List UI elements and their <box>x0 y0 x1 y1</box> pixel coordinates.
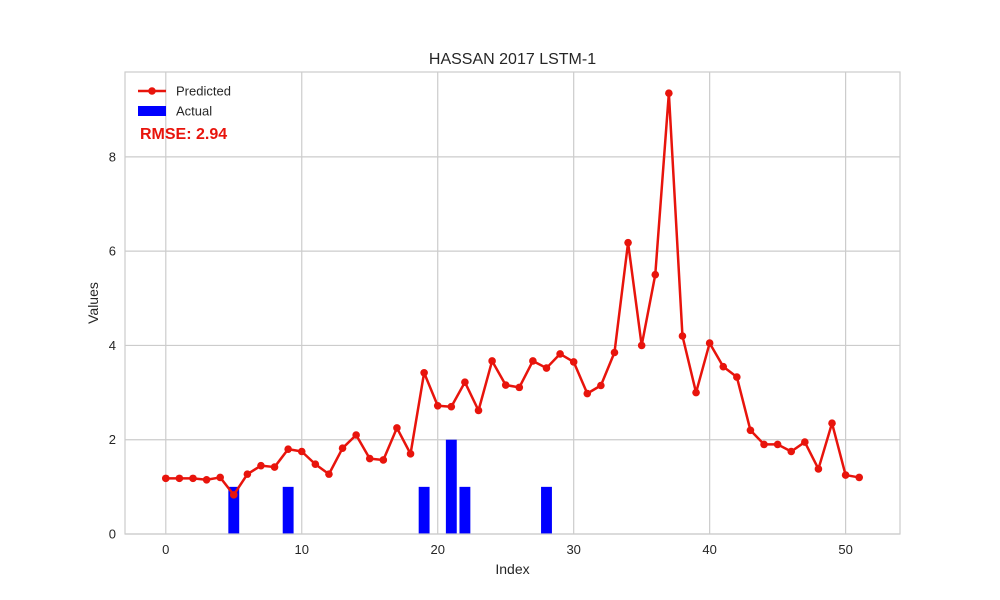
predicted-point <box>325 470 333 478</box>
y-tick-labels: 0 2 4 6 8 <box>109 149 116 541</box>
predicted-line-layer <box>165 91 860 497</box>
x-tick-label: 40 <box>702 542 716 557</box>
predicted-point <box>393 424 401 432</box>
x-tick-labels: 0 10 20 30 40 50 <box>162 542 853 557</box>
predicted-point <box>270 463 279 471</box>
predicted-point <box>692 388 700 397</box>
actual-bar <box>228 486 240 534</box>
predicted-point <box>529 357 537 365</box>
predicted-point <box>175 474 184 483</box>
predicted-point <box>488 357 496 365</box>
predicted-point <box>746 426 755 435</box>
y-tick-label: 4 <box>109 338 116 353</box>
x-tick-label: 20 <box>430 542 444 557</box>
predicted-point <box>257 461 265 470</box>
predicted-point <box>433 401 442 410</box>
predicted-point <box>801 438 809 446</box>
y-tick-label: 8 <box>109 149 116 164</box>
predicted-point <box>297 447 306 456</box>
predicted-point <box>637 341 646 350</box>
actual-bar <box>445 439 457 534</box>
x-tick-label: 10 <box>295 542 309 557</box>
x-axis-label: Index <box>495 561 529 577</box>
legend-predicted-label: Predicted <box>176 84 231 99</box>
predicted-point <box>474 406 483 415</box>
predicted-point <box>202 475 211 484</box>
predicted-point <box>284 445 292 453</box>
predicted-point <box>352 431 360 439</box>
x-tick-label: 30 <box>566 542 580 557</box>
predicted-point <box>583 389 592 398</box>
chart-title: HASSAN 2017 LSTM-1 <box>429 51 596 68</box>
x-tick-label: 50 <box>838 542 852 557</box>
predicted-point <box>787 447 796 456</box>
predicted-point <box>447 402 456 411</box>
predicted-point <box>243 470 252 478</box>
predicted-point <box>665 89 673 98</box>
y-axis-label: Values <box>85 282 101 324</box>
predicted-point <box>501 381 510 389</box>
predicted-point <box>678 332 687 340</box>
y-tick-label: 2 <box>109 432 116 447</box>
legend: Predicted Actual <box>138 84 231 119</box>
plot-frame <box>124 71 901 535</box>
legend-actual-swatch <box>138 106 166 116</box>
predicted-point <box>556 350 564 358</box>
actual-bar <box>282 486 294 534</box>
y-tick-label: 6 <box>109 244 116 259</box>
predicted-point <box>610 348 619 357</box>
predicted-point <box>841 471 850 479</box>
predicted-point <box>406 450 415 458</box>
predicted-point <box>338 444 347 453</box>
predicted-point <box>365 454 374 463</box>
x-tick-label: 0 <box>162 542 169 557</box>
y-tick-label: 0 <box>109 527 116 542</box>
predicted-point <box>828 419 836 428</box>
plot-area <box>125 72 900 534</box>
predicted-point <box>624 238 632 247</box>
actual-bar <box>418 486 430 534</box>
predicted-point <box>216 473 224 482</box>
predicted-point <box>379 456 388 464</box>
legend-predicted-marker <box>148 87 156 95</box>
predicted-point <box>733 373 741 381</box>
predicted-point <box>651 270 660 279</box>
predicted-point <box>229 491 238 499</box>
predicted-point <box>542 364 551 372</box>
actual-bars <box>228 439 552 534</box>
predicted-point <box>161 474 170 483</box>
actual-bar <box>541 486 552 534</box>
predicted-point <box>705 339 714 347</box>
predicted-point <box>773 440 782 449</box>
predicted-point <box>569 358 578 366</box>
predicted-point <box>855 473 864 482</box>
rmse-annotation: RMSE: 2.94 <box>140 126 227 143</box>
predicted-series-line <box>165 91 860 497</box>
predicted-point <box>461 378 469 387</box>
predicted-point <box>760 440 768 449</box>
predicted-point <box>597 381 605 390</box>
predicted-point <box>719 362 728 371</box>
predicted-points <box>161 89 864 499</box>
predicted-point <box>420 368 428 377</box>
predicted-point <box>814 465 823 473</box>
predicted-point <box>515 383 524 392</box>
actual-bar <box>459 486 471 534</box>
legend-actual-label: Actual <box>176 104 212 119</box>
predicted-point <box>311 460 320 469</box>
predicted-point <box>189 474 197 483</box>
